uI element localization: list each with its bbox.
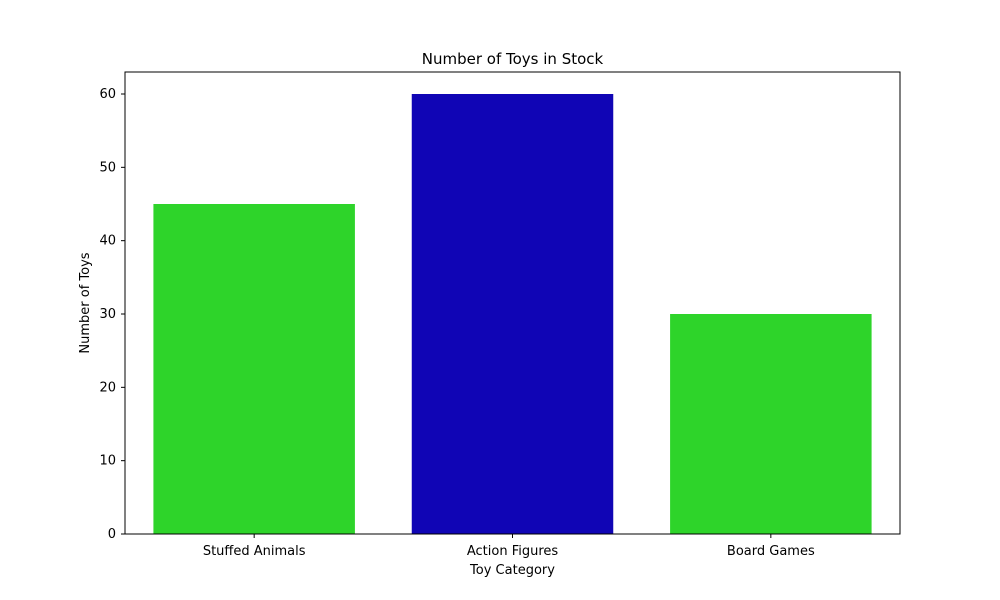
bars-layer (153, 94, 872, 534)
y-tick-label: 40 (99, 234, 116, 249)
x-tick-label: Stuffed Animals (203, 544, 306, 559)
y-axis: 0 10 20 30 40 50 60 (99, 87, 125, 542)
y-tick-label: 10 (99, 454, 116, 469)
y-tick-label: 20 (99, 380, 116, 395)
chart-title: Number of Toys in Stock (422, 50, 604, 68)
x-tick-label: Board Games (727, 544, 815, 559)
y-tick-label: 0 (108, 527, 116, 542)
plot-frame (124, 71, 901, 535)
x-axis: Stuffed Animals Action Figures Board Games (203, 534, 815, 559)
y-tick-label: 60 (99, 87, 116, 102)
bar-board-games (670, 314, 872, 534)
y-axis-label: Number of Toys (78, 252, 93, 353)
bar-action-figures (411, 94, 614, 534)
bar-stuffed-animals (153, 204, 355, 534)
y-tick-label: 30 (99, 307, 116, 322)
x-tick-label: Action Figures (467, 544, 559, 559)
y-tick-label: 50 (99, 160, 116, 175)
x-axis-label: Toy Category (469, 563, 555, 578)
